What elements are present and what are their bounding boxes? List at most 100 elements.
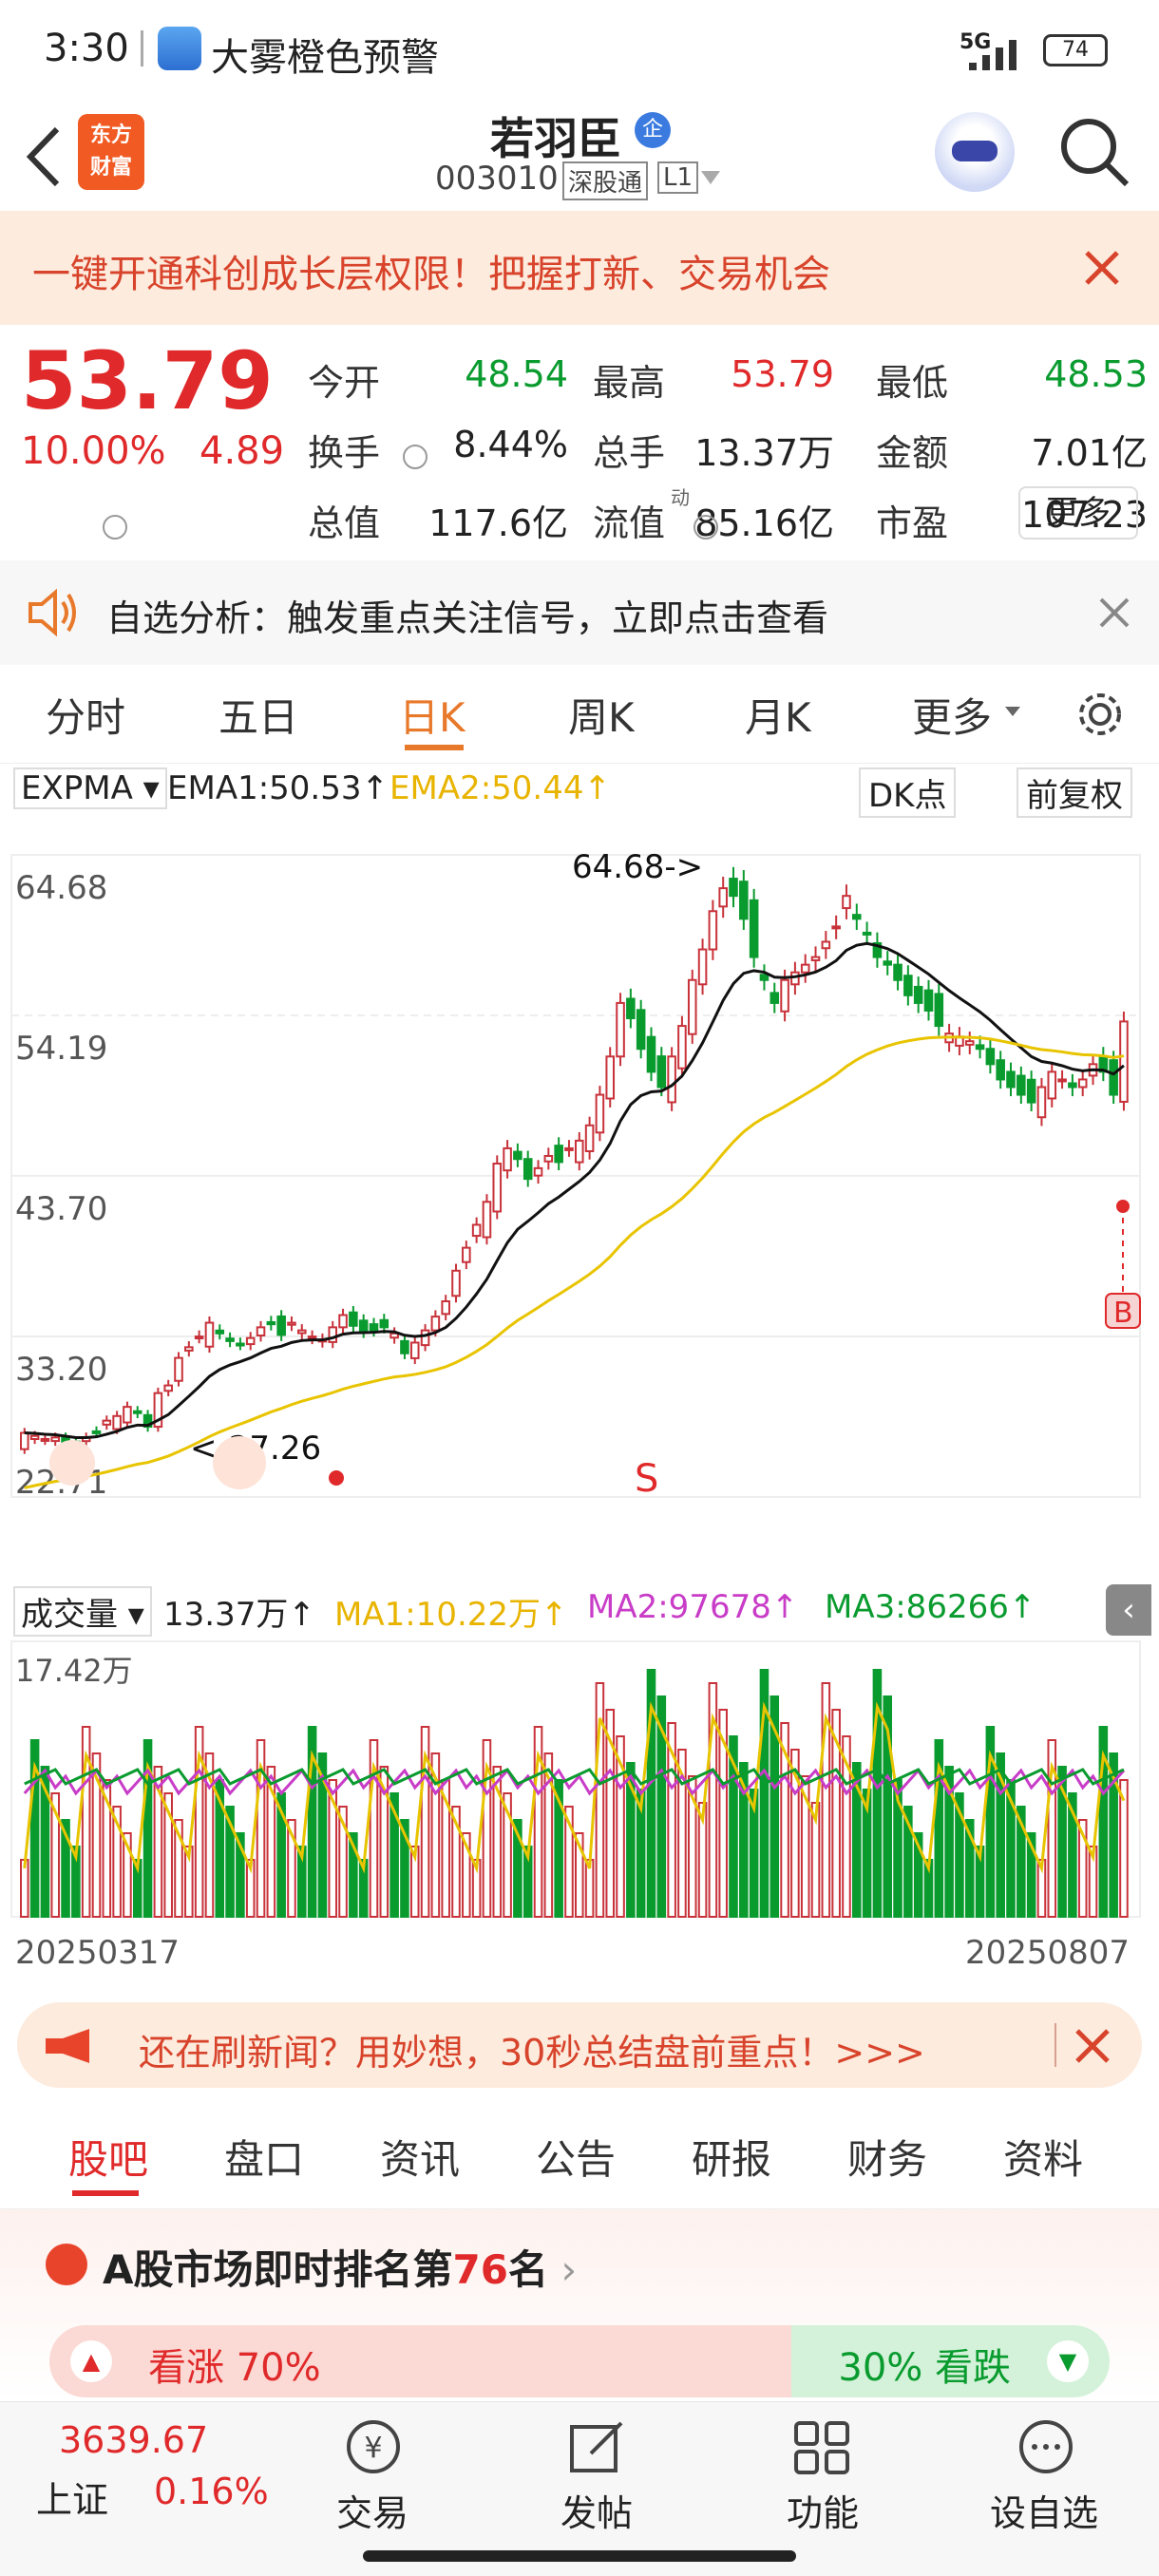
quote-panel: 53.79 10.00% 4.89 今开 48.54 最高 53.79 最低 48.53 换… — [0, 325, 1159, 553]
close-icon[interactable] — [1074, 2027, 1112, 2065]
volume-bar — [697, 1802, 708, 1918]
candle-body — [575, 1139, 584, 1164]
candle-body — [626, 997, 636, 1020]
up-arrow-icon: ▲ — [70, 2340, 112, 2382]
signal-dot — [329, 1470, 344, 1486]
tab-profile[interactable]: 资料 — [1003, 2136, 1084, 2183]
dk-point-button[interactable]: DK点 — [859, 767, 957, 818]
candle-body — [708, 910, 718, 951]
volume-max-label: 17.42万 — [15, 1653, 133, 1689]
back-arrow-icon[interactable] — [21, 123, 68, 190]
volume-bar — [996, 1752, 1005, 1918]
volume-bar — [1098, 1726, 1109, 1918]
add-watchlist-icon[interactable] — [1015, 2417, 1077, 2476]
tab-forum[interactable]: 股吧 — [68, 2136, 149, 2183]
volume-bar — [656, 1695, 667, 1918]
index-name[interactable]: 上证 — [36, 2479, 109, 2521]
tab-weekly-k[interactable]: 周K — [568, 694, 635, 741]
bearish-vote-bar[interactable]: 30% 看跌 ▼ — [791, 2325, 1110, 2397]
volume-bar — [533, 1726, 543, 1918]
candle-body — [883, 960, 893, 966]
info-circle-icon[interactable] — [403, 445, 428, 469]
volume-bar — [204, 1752, 215, 1918]
robot-assistant-icon[interactable] — [935, 112, 1015, 192]
tab-research[interactable]: 研报 — [692, 2136, 772, 2183]
quote-value-7: 85.16亿 — [694, 502, 834, 544]
gear-icon[interactable] — [1074, 688, 1127, 741]
trade-yen-icon[interactable]: ¥ — [340, 2417, 407, 2476]
volume-bar — [729, 1735, 738, 1918]
volume-bar — [955, 1792, 964, 1918]
expand-left-button — [49, 1440, 95, 1486]
volume-bar — [1057, 1766, 1067, 1918]
tab-more[interactable]: 更多 — [912, 694, 993, 741]
tab-financials[interactable]: 财务 — [847, 2136, 928, 2183]
volume-bar — [256, 1739, 266, 1918]
nav-post[interactable]: 发帖 — [560, 2492, 634, 2534]
candle-body — [780, 978, 789, 1013]
home-indicator — [363, 2550, 796, 2562]
candle-body — [420, 1329, 430, 1347]
adjust-button[interactable]: 前复权 — [1016, 767, 1132, 818]
tab-monthly-k[interactable]: 月K — [745, 694, 811, 741]
candle-body — [862, 931, 872, 936]
volume-total: 13.37万↑ — [163, 1596, 315, 1634]
close-icon[interactable] — [1083, 249, 1121, 287]
end-date: 20250807 — [965, 1934, 1130, 1972]
candle-body — [390, 1332, 399, 1339]
candle-body — [29, 1434, 40, 1441]
eastmoney-logo[interactable]: 东方 财富 — [78, 114, 144, 190]
nav-trade[interactable]: 交易 — [336, 2492, 409, 2534]
more-button[interactable]: 更多 — [1018, 486, 1138, 540]
y-tick-label: 33.20 — [15, 1351, 107, 1389]
candle-body — [934, 993, 944, 1028]
chevron-down-icon[interactable] — [701, 171, 720, 184]
tab-daily-k[interactable]: 日K — [399, 694, 466, 741]
tab-intraday[interactable]: 分时 — [46, 694, 126, 741]
candle-body — [810, 956, 821, 962]
tab-announcements[interactable]: 公告 — [536, 2136, 617, 2183]
change-amount: 4.89 — [200, 429, 285, 473]
quote-label-1: 最高 — [593, 362, 666, 404]
function-grid-icon[interactable] — [790, 2417, 853, 2476]
nav-add-watchlist[interactable]: 设自选 — [990, 2492, 1099, 2534]
search-icon[interactable] — [1056, 114, 1132, 190]
info-circle-icon[interactable] — [103, 515, 127, 540]
quote-value-5: 7.01亿 — [1031, 432, 1148, 474]
volume-bar — [236, 1832, 245, 1918]
volume-indicator-select[interactable]: 成交量 ▾ — [13, 1586, 152, 1637]
candle-body — [584, 1124, 595, 1152]
volume-bar — [739, 1762, 749, 1918]
bullish-vote-bar[interactable]: ▲ 看涨 70% — [49, 2325, 791, 2397]
tab-five-day[interactable]: 五日 — [218, 694, 299, 741]
quote-label-8: 市盈 — [876, 502, 949, 544]
nav-function[interactable]: 功能 — [787, 2492, 860, 2534]
market-rank-card[interactable]: A股市场即时排名第76名 › ▲ 看涨 70% 30% 看跌 ▼ — [0, 2209, 1159, 2399]
index-change[interactable]: 0.16% — [154, 2471, 269, 2512]
close-icon[interactable] — [1098, 597, 1130, 629]
candle-body — [554, 1145, 563, 1164]
indicator-select[interactable]: EXPMA ▾ — [13, 767, 167, 809]
candle-body — [338, 1314, 348, 1329]
volume-bar — [369, 1739, 379, 1918]
rank-title-suffix: 名 — [507, 2246, 548, 2293]
signal-notice[interactable]: 自选分析：触发重点关注信号，立即点击查看 — [0, 560, 1159, 665]
tab-news[interactable]: 资讯 — [380, 2136, 461, 2183]
index-value[interactable]: 3639.67 — [59, 2419, 209, 2461]
ai-promo-bar[interactable]: 还在刷新闻？用妙想，30秒总结盘前重点！>>> — [17, 2002, 1142, 2088]
info-circle-icon[interactable] — [694, 515, 718, 540]
candlestick-chart[interactable]: 64.6854.1943.7033.2022.7164.68-><-27.26S… — [0, 817, 1159, 1577]
signal-icon — [969, 40, 1016, 70]
volume-bar — [194, 1726, 204, 1918]
volume-bar — [338, 1806, 348, 1918]
quote-value-0: 48.54 — [465, 353, 568, 395]
buy-signal-dot — [1116, 1200, 1130, 1213]
compose-post-icon[interactable] — [566, 2417, 629, 2476]
last-price: 53.79 — [21, 334, 274, 427]
candle-body — [471, 1223, 482, 1238]
candle-body — [697, 948, 708, 986]
volume-bar — [317, 1752, 328, 1918]
collapse-panel-button[interactable]: ‹ — [1106, 1584, 1151, 1636]
tab-orderbook[interactable]: 盘口 — [224, 2136, 305, 2183]
promo-banner[interactable]: 一键开通科创成长层权限！把握打新、交易机会 — [0, 211, 1159, 325]
